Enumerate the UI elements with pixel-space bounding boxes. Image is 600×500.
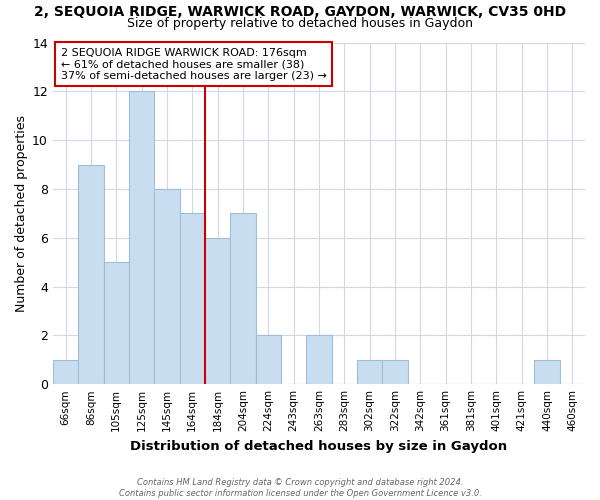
Bar: [256, 336, 281, 384]
Bar: [179, 214, 205, 384]
Bar: [306, 336, 332, 384]
X-axis label: Distribution of detached houses by size in Gaydon: Distribution of detached houses by size …: [130, 440, 508, 452]
Text: 2 SEQUOIA RIDGE WARWICK ROAD: 176sqm
← 61% of detached houses are smaller (38)
3: 2 SEQUOIA RIDGE WARWICK ROAD: 176sqm ← 6…: [61, 48, 327, 81]
Bar: [357, 360, 382, 384]
Bar: [535, 360, 560, 384]
Bar: [78, 164, 104, 384]
Text: Contains HM Land Registry data © Crown copyright and database right 2024.
Contai: Contains HM Land Registry data © Crown c…: [119, 478, 481, 498]
Bar: [104, 262, 129, 384]
Bar: [382, 360, 407, 384]
Y-axis label: Number of detached properties: Number of detached properties: [15, 115, 28, 312]
Bar: [129, 92, 154, 384]
Bar: [230, 214, 256, 384]
Bar: [205, 238, 230, 384]
Text: Size of property relative to detached houses in Gaydon: Size of property relative to detached ho…: [127, 18, 473, 30]
Text: 2, SEQUOIA RIDGE, WARWICK ROAD, GAYDON, WARWICK, CV35 0HD: 2, SEQUOIA RIDGE, WARWICK ROAD, GAYDON, …: [34, 5, 566, 19]
Bar: [154, 189, 179, 384]
Bar: [53, 360, 78, 384]
